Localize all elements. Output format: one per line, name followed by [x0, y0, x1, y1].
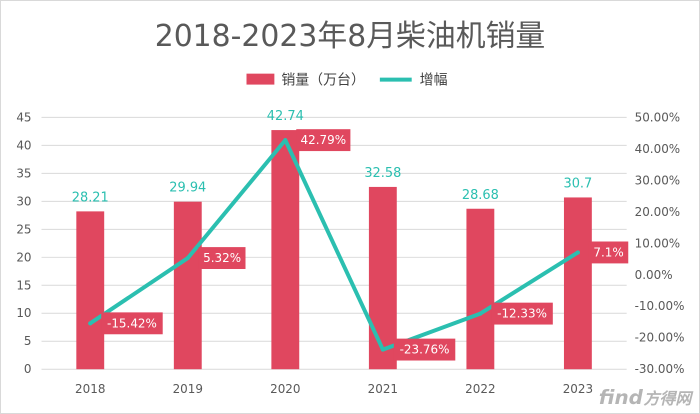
- growth-label-box: [491, 302, 553, 325]
- y2-tick-label: -20.00%: [635, 331, 685, 345]
- growth-label-box: [296, 129, 351, 152]
- y2-tick-label: 30.00%: [635, 173, 681, 187]
- y-tick-label: 0: [24, 362, 32, 376]
- growth-label-text: -12.33%: [497, 307, 547, 321]
- y2-tick-label: 40.00%: [635, 142, 681, 156]
- bar-series: [76, 130, 592, 370]
- x-tick-label: 2023: [563, 382, 593, 396]
- line-data-labels: -15.42% 5.32% 42.79% -23.76% -12.33% 7.1%: [101, 129, 629, 361]
- y-tick-label: 45: [16, 110, 31, 124]
- x-tick-label: 2021: [368, 382, 398, 396]
- growth-label-box: [198, 247, 246, 269]
- legend-label-growth: 增幅: [420, 73, 448, 89]
- x-tick-label: 2020: [270, 382, 300, 396]
- y-tick-label: 25: [16, 222, 31, 236]
- gridlines: [41, 116, 627, 370]
- chart-title: 2018-2023年8月柴油机销量: [155, 19, 546, 54]
- line-point: [88, 321, 93, 326]
- bar-data-labels: 28.21 29.94 42.74 32.58 28.68 30.7: [72, 109, 593, 205]
- y2-tick-label: -30.00%: [635, 362, 685, 376]
- growth-label-text: -23.76%: [400, 343, 450, 357]
- legend-swatch-sales: [246, 73, 275, 85]
- y-axis-right: -30.00% -20.00% -10.00% 0.00% 10.00% 20.00% 30…: [635, 110, 685, 376]
- y-tick-label: 5: [24, 334, 32, 348]
- growth-label: 7.1%: [588, 241, 629, 264]
- growth-label-text: 42.79%: [301, 133, 347, 147]
- bar: [466, 208, 495, 370]
- line-point: [478, 311, 483, 316]
- growth-label-box: [101, 312, 163, 335]
- x-tick-label: 2018: [75, 382, 105, 396]
- growth-label-box: [393, 338, 456, 361]
- y-tick-label: 30: [16, 194, 31, 208]
- y2-tick-label: 0.00%: [635, 268, 673, 282]
- line-point: [283, 138, 288, 143]
- bar: [173, 201, 202, 370]
- bar-data-label: 28.21: [72, 190, 109, 205]
- bar: [368, 186, 397, 370]
- legend-label-sales: 销量（万台）: [281, 73, 365, 89]
- growth-label: 5.32%: [198, 247, 246, 269]
- bar-data-label: 42.74: [267, 109, 304, 124]
- y-tick-label: 35: [16, 166, 31, 180]
- watermark: find 方得网: [599, 386, 695, 409]
- x-tick-label: 2019: [173, 382, 203, 396]
- growth-label-box: [588, 241, 629, 264]
- y-axis-left: 0 5 10 15 20 25 30 35 40 45: [16, 110, 31, 376]
- growth-label: -12.33%: [491, 302, 553, 325]
- line-point: [185, 256, 190, 261]
- growth-label: 42.79%: [296, 129, 351, 152]
- bar: [563, 197, 592, 370]
- y2-tick-label: 50.00%: [635, 110, 681, 124]
- bar: [76, 211, 105, 370]
- line-point: [380, 347, 385, 352]
- growth-label-text: -15.42%: [107, 316, 157, 330]
- bar: [271, 130, 300, 370]
- watermark-suffix: 方得网: [644, 389, 695, 408]
- y-tick-label: 40: [16, 138, 31, 152]
- growth-label: -23.76%: [393, 338, 456, 361]
- growth-label-text: 7.1%: [593, 245, 623, 259]
- bar-data-label: 32.58: [364, 166, 401, 181]
- x-axis: 2018 2019 2020 2021 2022 2023: [75, 382, 593, 396]
- bar-data-label: 28.68: [462, 188, 499, 203]
- growth-label: -15.42%: [101, 312, 163, 335]
- x-tick-label: 2022: [465, 382, 495, 396]
- y-tick-label: 20: [16, 250, 31, 264]
- legend: 销量（万台） 增幅: [246, 73, 448, 89]
- y2-tick-label: 10.00%: [635, 236, 681, 250]
- y2-tick-label: 20.00%: [635, 205, 681, 219]
- watermark-brand: find: [599, 386, 644, 409]
- y-tick-label: 15: [16, 278, 31, 292]
- y-tick-label: 10: [16, 306, 31, 320]
- bar-data-label: 29.94: [169, 181, 206, 196]
- line-point: [575, 250, 580, 255]
- y2-tick-label: -10.00%: [635, 299, 685, 313]
- growth-label-text: 5.32%: [203, 251, 241, 265]
- bar-data-label: 30.7: [564, 176, 593, 191]
